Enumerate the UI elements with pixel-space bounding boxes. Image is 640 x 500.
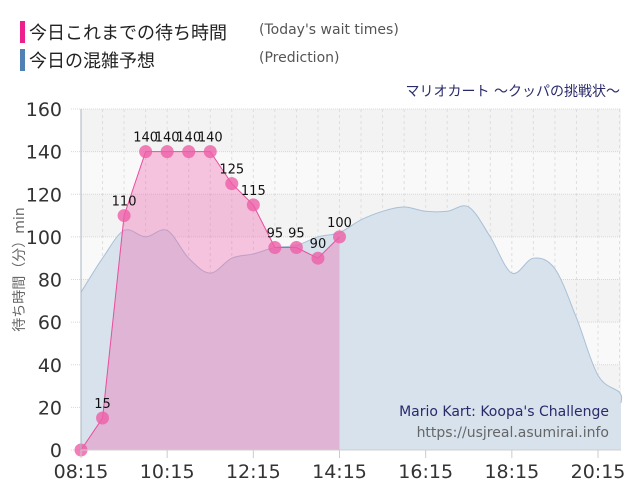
legend-prediction-jp: 今日の混雑予想 <box>29 51 155 72</box>
y-tick-label: 60 <box>38 312 62 334</box>
legend-today-jp: 今日これまでの待ち時間 <box>29 23 227 44</box>
y-tick-label: 120 <box>26 184 62 206</box>
legend-today-en: (Today's wait times) <box>259 22 399 38</box>
x-tick-label: 12:15 <box>226 461 281 483</box>
data-label: 95 <box>288 227 305 242</box>
data-point[interactable] <box>139 145 153 159</box>
watermark-title: Mario Kart: Koopa's Challenge <box>399 404 609 420</box>
y-tick-label: 0 <box>50 440 62 462</box>
prediction-area <box>80 205 623 450</box>
y-tick-label: 160 <box>26 99 62 121</box>
data-point[interactable] <box>117 209 131 223</box>
data-point[interactable] <box>160 145 174 159</box>
x-tick-label: 08:15 <box>54 461 109 483</box>
y-tick-label: 140 <box>26 142 62 164</box>
data-label: 125 <box>219 163 244 178</box>
prediction-swatch <box>20 49 25 71</box>
data-label: 90 <box>310 237 327 252</box>
data-point[interactable] <box>311 251 325 265</box>
y-axis-label: 待ち時間（分）min <box>12 207 28 331</box>
data-label: 100 <box>327 216 352 231</box>
data-point[interactable] <box>246 198 260 212</box>
y-tick-label: 100 <box>26 227 62 249</box>
x-tick-label: 16:15 <box>398 461 453 483</box>
axes: 0 20 40 60 80 100 120 140 160 08:15 10:15 12:15 14:1… <box>12 99 625 483</box>
data-point[interactable] <box>96 411 110 425</box>
data-point[interactable] <box>182 145 196 159</box>
chart-subtitle: マリオカート ～クッパの挑戦状～ <box>405 84 620 100</box>
y-tick-label: 20 <box>38 397 62 419</box>
x-tick-label: 18:15 <box>484 461 539 483</box>
data-label: 140 <box>155 131 180 146</box>
data-label: 95 <box>267 227 284 242</box>
today-swatch <box>20 21 25 43</box>
legend-prediction-en: (Prediction) <box>259 50 340 66</box>
y-tick-label: 80 <box>38 270 62 292</box>
watermark-url: https://usjreal.asumirai.info <box>417 425 609 441</box>
data-label: 140 <box>133 131 158 146</box>
data-point[interactable] <box>203 145 217 159</box>
data-point[interactable] <box>333 230 346 244</box>
data-point[interactable] <box>289 241 303 255</box>
data-label: 115 <box>241 184 266 199</box>
data-label: 110 <box>112 195 137 210</box>
data-label: 140 <box>198 131 223 146</box>
x-tick-label: 20:15 <box>571 461 626 483</box>
data-point[interactable] <box>225 177 239 191</box>
today-area <box>74 145 346 457</box>
data-label: 140 <box>176 131 201 146</box>
data-label: 15 <box>94 397 111 412</box>
data-point[interactable] <box>268 241 282 255</box>
x-tick-label: 10:15 <box>140 461 195 483</box>
y-tick-label: 40 <box>38 355 62 377</box>
x-tick-label: 14:15 <box>312 461 367 483</box>
